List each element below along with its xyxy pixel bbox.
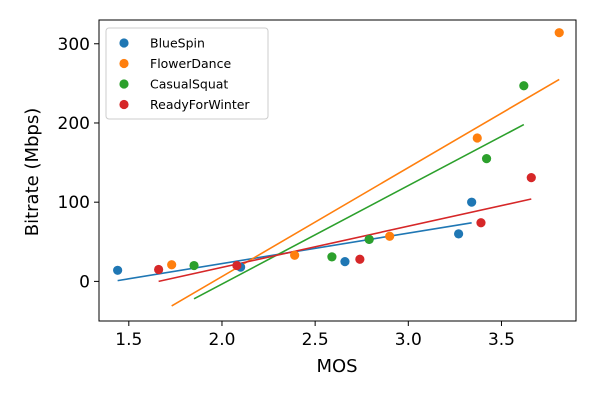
legend-label-readyforwinter: ReadyForWinter [150,97,250,112]
point-flowerdance-0 [167,260,177,270]
point-readyforwinter-4 [526,173,536,183]
point-casualsquat-2 [364,234,374,245]
legend-marker-readyforwinter [119,99,129,110]
legend-marker-bluespin [119,38,129,48]
legend: BlueSpin FlowerDance CasualSquat ReadyForWi… [105,27,269,120]
point-casualsquat-0 [189,260,199,271]
y-tick-label: 300 [58,35,90,55]
point-flowerdance-1 [290,250,300,260]
point-readyforwinter-0 [154,264,164,275]
x-tick-label: 1.5 [115,330,142,350]
x-tick-label: 2.5 [302,330,329,350]
legend-label-casualsquat: CasualSquat [150,77,228,92]
y-axis-label: Bitrate (Mbps) [22,108,43,237]
point-bluespin-0 [113,265,123,275]
point-readyforwinter-1 [232,260,242,271]
point-readyforwinter-2 [355,254,365,264]
plot-frame [98,19,577,322]
point-flowerdance-4 [554,28,564,38]
legend-box [105,27,269,120]
point-bluespin-5 [467,197,477,207]
point-bluespin-4 [454,229,464,239]
point-bluespin-2 [340,256,350,267]
point-flowerdance-2 [385,231,395,241]
fit-line-casualsquat [193,123,525,300]
point-flowerdance-3 [472,133,482,143]
plot-area [113,28,564,307]
axes: 1.5 2.0 2.5 3.0 3.5 0 100 200 300 [58,19,577,350]
legend-marker-casualsquat [119,79,129,89]
x-tick-label: 3.5 [488,330,515,350]
x-tick-label: 2.0 [208,330,235,350]
x-tick-label: 3.0 [395,330,422,350]
point-casualsquat-4 [519,81,529,91]
fit-line-readyforwinter [158,198,532,283]
legend-label-bluespin: BlueSpin [150,36,205,51]
point-readyforwinter-3 [476,218,486,228]
y-tick-label: 100 [58,193,90,213]
point-casualsquat-1 [327,252,337,262]
legend-label-flowerdance: FlowerDance [150,56,231,71]
legend-marker-flowerdance [119,58,129,69]
point-casualsquat-3 [481,154,492,164]
y-tick-label: 0 [79,272,90,292]
y-tick-label: 200 [58,114,90,134]
x-axis-label: MOS [316,356,357,377]
